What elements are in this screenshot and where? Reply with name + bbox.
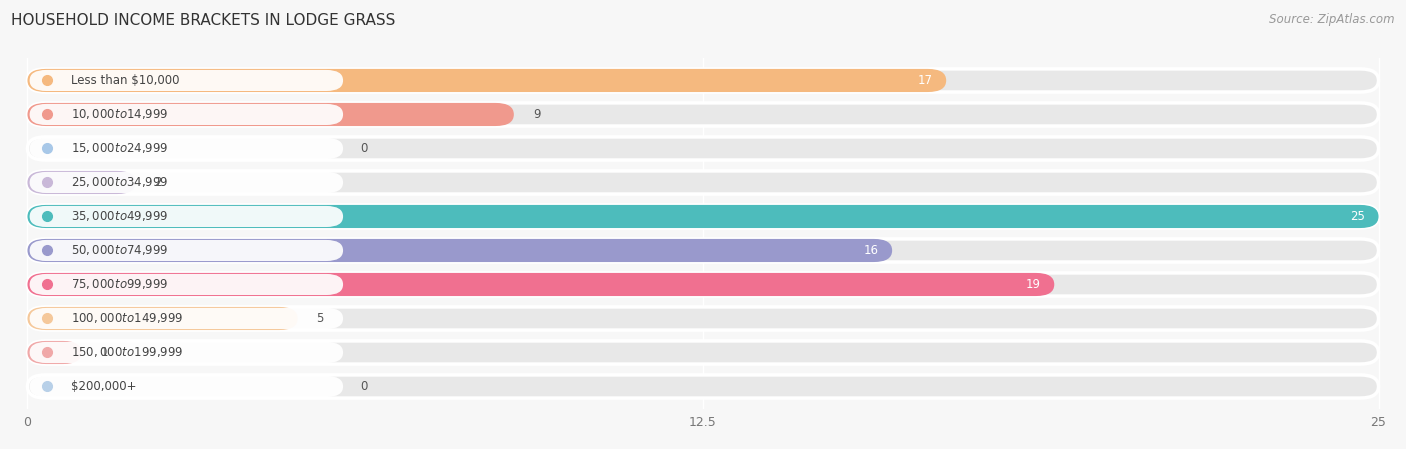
FancyBboxPatch shape [28, 375, 1378, 398]
Text: Source: ZipAtlas.com: Source: ZipAtlas.com [1270, 13, 1395, 26]
Text: $50,000 to $74,999: $50,000 to $74,999 [72, 243, 169, 257]
FancyBboxPatch shape [30, 172, 343, 193]
Text: 19: 19 [1026, 278, 1040, 291]
Text: 2: 2 [155, 176, 162, 189]
Text: 0: 0 [360, 142, 367, 155]
FancyBboxPatch shape [30, 70, 343, 91]
FancyBboxPatch shape [28, 171, 1378, 194]
FancyBboxPatch shape [30, 138, 343, 159]
FancyBboxPatch shape [28, 307, 298, 330]
FancyBboxPatch shape [28, 205, 1378, 228]
FancyBboxPatch shape [28, 273, 1378, 296]
Text: Less than $10,000: Less than $10,000 [72, 74, 180, 87]
Text: $75,000 to $99,999: $75,000 to $99,999 [72, 277, 169, 291]
FancyBboxPatch shape [28, 69, 1378, 92]
FancyBboxPatch shape [28, 103, 513, 126]
Text: $200,000+: $200,000+ [72, 380, 136, 393]
FancyBboxPatch shape [30, 376, 343, 397]
FancyBboxPatch shape [30, 240, 343, 261]
FancyBboxPatch shape [28, 307, 1378, 330]
Text: 1: 1 [100, 346, 108, 359]
Text: $150,000 to $199,999: $150,000 to $199,999 [72, 345, 184, 360]
Text: 17: 17 [918, 74, 932, 87]
Text: 25: 25 [1350, 210, 1365, 223]
FancyBboxPatch shape [30, 342, 343, 363]
FancyBboxPatch shape [28, 273, 1054, 296]
FancyBboxPatch shape [30, 274, 343, 295]
Text: 9: 9 [533, 108, 540, 121]
Text: HOUSEHOLD INCOME BRACKETS IN LODGE GRASS: HOUSEHOLD INCOME BRACKETS IN LODGE GRASS [11, 13, 395, 28]
Text: $15,000 to $24,999: $15,000 to $24,999 [72, 141, 169, 155]
Text: $10,000 to $14,999: $10,000 to $14,999 [72, 107, 169, 122]
FancyBboxPatch shape [30, 308, 343, 329]
Text: 0: 0 [360, 380, 367, 393]
FancyBboxPatch shape [28, 239, 1378, 262]
FancyBboxPatch shape [28, 205, 1378, 228]
FancyBboxPatch shape [28, 341, 82, 364]
Text: 16: 16 [863, 244, 879, 257]
FancyBboxPatch shape [28, 341, 1378, 364]
Text: $25,000 to $34,999: $25,000 to $34,999 [72, 176, 169, 189]
FancyBboxPatch shape [30, 104, 343, 125]
FancyBboxPatch shape [28, 171, 135, 194]
FancyBboxPatch shape [28, 137, 1378, 160]
Text: $100,000 to $149,999: $100,000 to $149,999 [72, 312, 184, 326]
FancyBboxPatch shape [28, 69, 946, 92]
FancyBboxPatch shape [28, 103, 1378, 126]
FancyBboxPatch shape [30, 206, 343, 227]
FancyBboxPatch shape [28, 239, 893, 262]
Text: $35,000 to $49,999: $35,000 to $49,999 [72, 210, 169, 224]
Text: 5: 5 [316, 312, 323, 325]
